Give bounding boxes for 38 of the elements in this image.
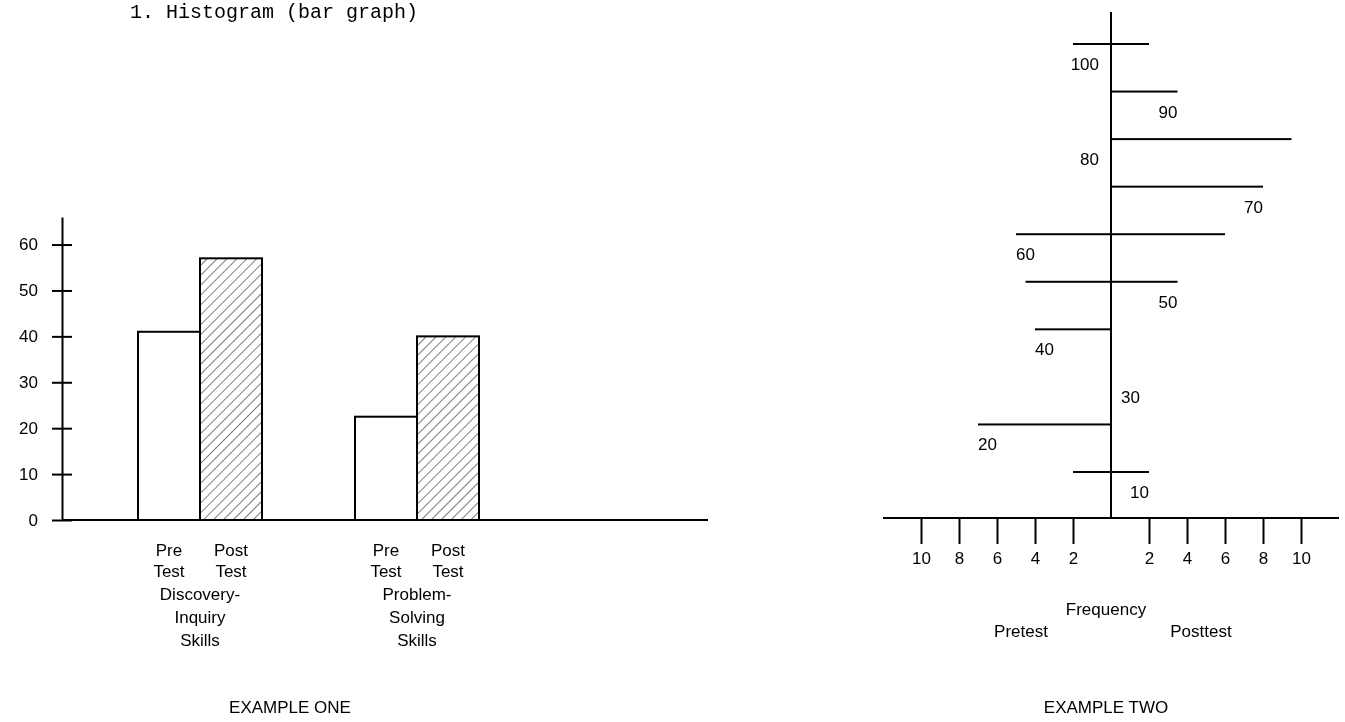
text: Pre Test [370, 541, 402, 581]
y-tick-label: 20 [978, 435, 997, 455]
y-tick-label: 70 [1244, 197, 1263, 217]
series-label: Post Test [213, 541, 249, 581]
text: EXAMPLE ONE [229, 698, 351, 717]
y-tick-label: 50 [19, 281, 38, 301]
y-tick-label: 30 [1121, 387, 1140, 407]
y-tick-label: 60 [1016, 245, 1035, 265]
y-tick-label: 10 [19, 465, 38, 485]
y-tick-label: 60 [19, 235, 38, 255]
y-tick-label: 50 [1158, 292, 1178, 312]
y-tick-label: 0 [28, 510, 38, 530]
text: Pretest [994, 622, 1049, 641]
x-tick-label: Discovery-Inquiry Skills [159, 585, 241, 650]
y-tick-label: 20 [19, 419, 38, 439]
x-tick-label: 10 [912, 549, 931, 569]
x-tick-label: 6 [1220, 549, 1231, 569]
x-tick-label: 2 [1144, 549, 1155, 569]
x-tick-label: 2 [1068, 549, 1079, 569]
text: Post Test [430, 541, 466, 581]
y-tick-label: 40 [1035, 340, 1054, 360]
y-tick-label: 30 [19, 373, 38, 393]
x-tick-label: Problem-Solving Skills [382, 585, 452, 650]
text: Posttest [1170, 622, 1232, 641]
series-label: Pre Test [153, 541, 185, 581]
x-tick-label: 6 [992, 549, 1003, 569]
y-tick-label: 80 [1080, 150, 1099, 170]
y-tick-label: 100 [1070, 55, 1099, 74]
x-tick-label: 8 [1258, 549, 1269, 569]
x-tick-label: 4 [1182, 549, 1193, 569]
y-tick-label: 90 [1158, 102, 1178, 122]
x-tick-label: 4 [1030, 549, 1041, 569]
x-tick-label: 10 [1292, 549, 1311, 569]
text: EXAMPLE TWO [1043, 698, 1169, 717]
chart-title: 1. Histogram (bar graph) [130, 1, 419, 24]
x-axis-title: Frequency [1065, 600, 1147, 619]
x-tick-label: 8 [954, 549, 965, 569]
y-tick-label: 40 [19, 327, 38, 347]
